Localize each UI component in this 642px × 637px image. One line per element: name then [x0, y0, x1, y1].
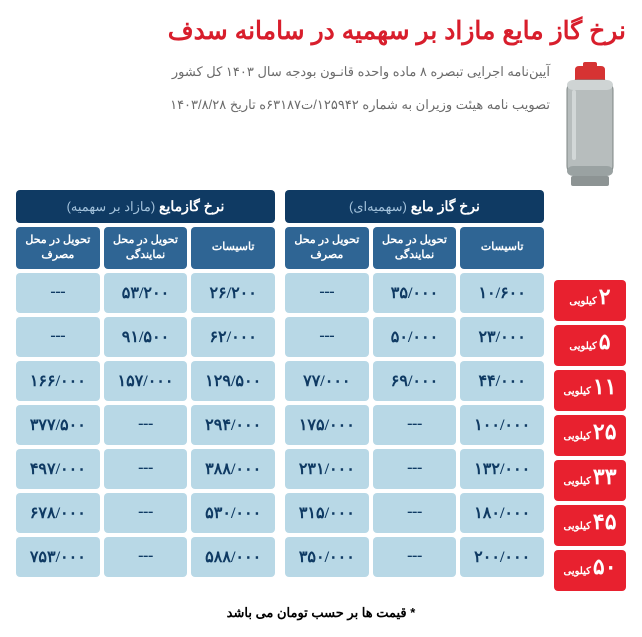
table-header-2: نرخ گازمایع (مازاد بر سهمیه) — [16, 190, 275, 223]
price-cell: ۵۰/۰۰۰ — [373, 317, 457, 357]
table-row: ۲۹۴/۰۰۰---۳۷۷/۵۰۰ — [16, 405, 275, 445]
price-cell: ۵۳۰/۰۰۰ — [191, 493, 275, 533]
price-cell: ۶۹/۰۰۰ — [373, 361, 457, 401]
subtitle-1: آیین‌نامه اجرایی تبصره ۸ ماده واحده قانـ… — [16, 60, 554, 83]
price-cell: --- — [16, 317, 100, 357]
table-row: ۲۳/۰۰۰۵۰/۰۰۰--- — [285, 317, 544, 357]
price-cell: --- — [373, 493, 457, 533]
price-cell: ۶۲/۰۰۰ — [191, 317, 275, 357]
col-header: تاسیسات — [460, 227, 544, 269]
price-cell: ۷۷/۰۰۰ — [285, 361, 369, 401]
price-cell: ۴۴/۰۰۰ — [460, 361, 544, 401]
price-cell: --- — [104, 449, 188, 489]
col-header: تحویل در محل مصرف — [16, 227, 100, 269]
table-row: ۳۸۸/۰۰۰---۴۹۷/۰۰۰ — [16, 449, 275, 489]
table-header-1: نرخ گاز مایع (سهمیه‌ای) — [285, 190, 544, 223]
price-cell: ۲۰۰/۰۰۰ — [460, 537, 544, 577]
table-row: ۱۲۹/۵۰۰۱۵۷/۰۰۰۱۶۶/۰۰۰ — [16, 361, 275, 401]
price-cell: ۱۷۵/۰۰۰ — [285, 405, 369, 445]
table-row: ۶۲/۰۰۰۹۱/۵۰۰--- — [16, 317, 275, 357]
price-cell: ۴۹۷/۰۰۰ — [16, 449, 100, 489]
price-cell: ۷۵۳/۰۰۰ — [16, 537, 100, 577]
table-row: ۱۳۲/۰۰۰---۲۳۱/۰۰۰ — [285, 449, 544, 489]
table-row: ۴۴/۰۰۰۶۹/۰۰۰۷۷/۰۰۰ — [285, 361, 544, 401]
price-cell: ۲۶/۲۰۰ — [191, 273, 275, 313]
price-cell: ۱۵۷/۰۰۰ — [104, 361, 188, 401]
table-excess: نرخ گازمایع (مازاد بر سهمیه) تاسیسات تحو… — [16, 190, 275, 591]
size-cell: ۴۵کیلویی — [554, 505, 626, 546]
col-header: تحویل در محل مصرف — [285, 227, 369, 269]
table-row: ۲۰۰/۰۰۰---۳۵۰/۰۰۰ — [285, 537, 544, 577]
price-cell: ۶۷۸/۰۰۰ — [16, 493, 100, 533]
table-row: ۱۸۰/۰۰۰---۳۱۵/۰۰۰ — [285, 493, 544, 533]
table-row: ۱۰۰/۰۰۰---۱۷۵/۰۰۰ — [285, 405, 544, 445]
price-cell: ۵۳/۲۰۰ — [104, 273, 188, 313]
price-cell: ۳۵۰/۰۰۰ — [285, 537, 369, 577]
col-header: تحویل در محل نمایندگی — [104, 227, 188, 269]
size-cell: ۳۳کیلویی — [554, 460, 626, 501]
size-cell: ۲۵کیلویی — [554, 415, 626, 456]
price-cell: --- — [285, 317, 369, 357]
size-cell: ۱۱کیلویی — [554, 370, 626, 411]
subtitle-2: تصویب نامه هیئت وزیران به شماره ۱۲۵۹۴۲/ت… — [16, 93, 554, 116]
price-cell: ۱۰/۶۰۰ — [460, 273, 544, 313]
price-cell: ۲۳۱/۰۰۰ — [285, 449, 369, 489]
col-header: تاسیسات — [191, 227, 275, 269]
price-cell: --- — [373, 537, 457, 577]
price-cell: ۱۲۹/۵۰۰ — [191, 361, 275, 401]
price-cell: --- — [104, 537, 188, 577]
price-cell: ۱۰۰/۰۰۰ — [460, 405, 544, 445]
cylinder-image — [554, 60, 626, 190]
table-row: ۵۳۰/۰۰۰---۶۷۸/۰۰۰ — [16, 493, 275, 533]
page-title: نرخ گاز مایع مازاد بر سهمیه در سامانه سد… — [16, 16, 626, 46]
size-cell: ۵کیلویی — [554, 325, 626, 366]
price-cell: ۳۸۸/۰۰۰ — [191, 449, 275, 489]
price-cell: ۱۶۶/۰۰۰ — [16, 361, 100, 401]
price-cell: ۱۸۰/۰۰۰ — [460, 493, 544, 533]
col-header: تحویل در محل نمایندگی — [373, 227, 457, 269]
price-cell: ۵۸۸/۰۰۰ — [191, 537, 275, 577]
price-cell: ۲۳/۰۰۰ — [460, 317, 544, 357]
price-cell: --- — [104, 405, 188, 445]
table-row: ۲۶/۲۰۰۵۳/۲۰۰--- — [16, 273, 275, 313]
price-cell: ۳۱۵/۰۰۰ — [285, 493, 369, 533]
size-column: ۲کیلویی۵کیلویی۱۱کیلویی۲۵کیلویی۳۳کیلویی۴۵… — [554, 280, 626, 591]
price-cell: ۹۱/۵۰۰ — [104, 317, 188, 357]
price-cell: --- — [16, 273, 100, 313]
price-cell: --- — [373, 449, 457, 489]
size-cell: ۵۰کیلویی — [554, 550, 626, 591]
price-cell: --- — [285, 273, 369, 313]
table-row: ۵۸۸/۰۰۰---۷۵۳/۰۰۰ — [16, 537, 275, 577]
price-cell: ۲۹۴/۰۰۰ — [191, 405, 275, 445]
price-cell: --- — [373, 405, 457, 445]
price-cell: ۳۵/۰۰۰ — [373, 273, 457, 313]
price-cell: ۱۳۲/۰۰۰ — [460, 449, 544, 489]
table-row: ۱۰/۶۰۰۳۵/۰۰۰--- — [285, 273, 544, 313]
table-quota: نرخ گاز مایع (سهمیه‌ای) تاسیسات تحویل در… — [285, 190, 544, 591]
footer-note: * قیمت ها بر حسب تومان می باشد — [16, 605, 626, 621]
size-cell: ۲کیلویی — [554, 280, 626, 321]
price-cell: --- — [104, 493, 188, 533]
price-cell: ۳۷۷/۵۰۰ — [16, 405, 100, 445]
